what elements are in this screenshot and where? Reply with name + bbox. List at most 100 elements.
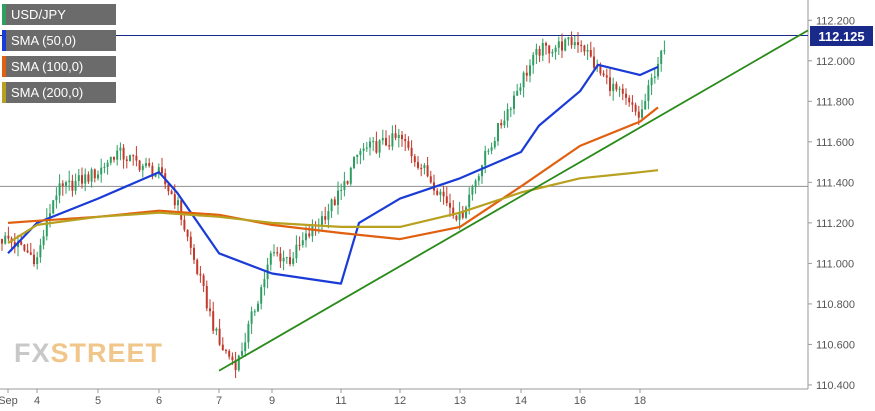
legend-label-sma200: SMA (200,0): [11, 85, 84, 100]
y-tick-label: 111.000: [816, 258, 854, 270]
sma-200-line: [7, 169, 659, 245]
legend-item-usdjpy[interactable]: USD/JPY: [2, 4, 116, 25]
candle-body: [426, 165, 429, 177]
candle-body: [119, 147, 122, 151]
candle-body: [29, 252, 32, 255]
candle-body: [423, 165, 426, 169]
candle-body: [285, 257, 288, 259]
candle-body: [394, 133, 397, 138]
candle-body: [167, 184, 170, 192]
candle-body: [663, 50, 666, 52]
candle-body: [641, 109, 643, 118]
candle-body: [52, 200, 55, 214]
candle-body: [657, 63, 659, 77]
candle-body: [525, 72, 528, 76]
candle-body: [324, 216, 327, 220]
candle-body: [378, 140, 381, 153]
candle-body: [612, 83, 615, 91]
candle-body: [209, 308, 211, 312]
candle-body: [397, 134, 400, 138]
candle-body: [372, 141, 375, 143]
candle-body: [609, 77, 611, 91]
candle-body: [442, 191, 445, 197]
candle-body: [298, 244, 301, 246]
candle-body: [173, 194, 176, 206]
candle-body: [381, 138, 384, 141]
candle-body: [593, 56, 595, 68]
candle-body: [196, 259, 199, 274]
candle-body: [87, 174, 90, 182]
legend-item-sma50[interactable]: SMA (50,0): [2, 30, 116, 51]
candle-body: [202, 275, 205, 286]
candle-body: [145, 163, 147, 166]
candle-body: [538, 48, 541, 56]
candle-body: [535, 48, 538, 55]
candle-body: [49, 213, 51, 218]
y-tick-label: 111.800: [816, 96, 854, 108]
candle-body: [506, 109, 509, 121]
x-tick-label: 7: [216, 395, 222, 407]
candle-body: [583, 45, 586, 52]
candle-body: [509, 108, 512, 110]
candle-body: [452, 207, 455, 216]
x-tick-label: 11: [335, 395, 346, 407]
candle-body: [637, 111, 640, 118]
candle-body: [634, 104, 637, 112]
candle-body: [417, 162, 419, 168]
candle-body: [481, 165, 483, 177]
candle-body: [234, 360, 237, 371]
candle-body: [90, 169, 93, 182]
candle-body: [228, 350, 231, 357]
candle-body: [157, 167, 160, 174]
candle-body: [42, 236, 45, 246]
candle-body: [113, 156, 115, 160]
candle-body: [554, 47, 557, 52]
candle-body: [81, 175, 83, 184]
x-tick-label: 5: [95, 395, 101, 407]
candle-body: [522, 72, 525, 88]
x-tick-label: 4: [34, 395, 40, 407]
candle-body: [218, 328, 221, 345]
candle-body: [529, 65, 531, 76]
candle-body: [221, 344, 224, 351]
candle-body: [644, 100, 647, 110]
candle-body: [122, 147, 125, 160]
candle-body: [321, 216, 323, 225]
candle-body: [471, 186, 474, 195]
candle-body: [519, 87, 522, 91]
candle-body: [404, 139, 407, 142]
candle-body: [106, 162, 109, 167]
candle-body: [93, 169, 96, 179]
candle-body: [205, 285, 208, 309]
candle-body: [330, 199, 333, 212]
candle-body: [1, 239, 3, 244]
candle-body: [247, 323, 250, 343]
candle-body: [23, 244, 26, 251]
candle-body: [564, 39, 567, 51]
candle-body: [391, 133, 394, 147]
candle-body: [282, 257, 285, 262]
candle-body: [39, 245, 42, 258]
candle-body: [618, 88, 621, 90]
candle-body: [151, 165, 154, 177]
candle-body: [346, 181, 349, 184]
candle-body: [279, 253, 282, 262]
candle-body: [557, 41, 560, 48]
candle-body: [129, 155, 131, 161]
candle-body: [333, 199, 336, 205]
candle-body: [586, 49, 589, 52]
candle-body: [4, 235, 7, 244]
candle-body: [260, 287, 263, 304]
candle-body: [61, 183, 64, 186]
legend-item-sma200[interactable]: SMA (200,0): [2, 82, 116, 103]
fxstreet-watermark: FXSTREET: [14, 338, 163, 369]
candle-body: [474, 180, 477, 187]
candle-body: [580, 44, 583, 46]
legend-item-sma100[interactable]: SMA (100,0): [2, 56, 116, 77]
candle-body: [241, 351, 243, 356]
candle-body: [250, 311, 253, 324]
candle-body: [589, 49, 592, 57]
y-tick-label: 110.600: [816, 339, 855, 351]
candle-body: [439, 191, 442, 195]
candle-body: [74, 180, 77, 191]
